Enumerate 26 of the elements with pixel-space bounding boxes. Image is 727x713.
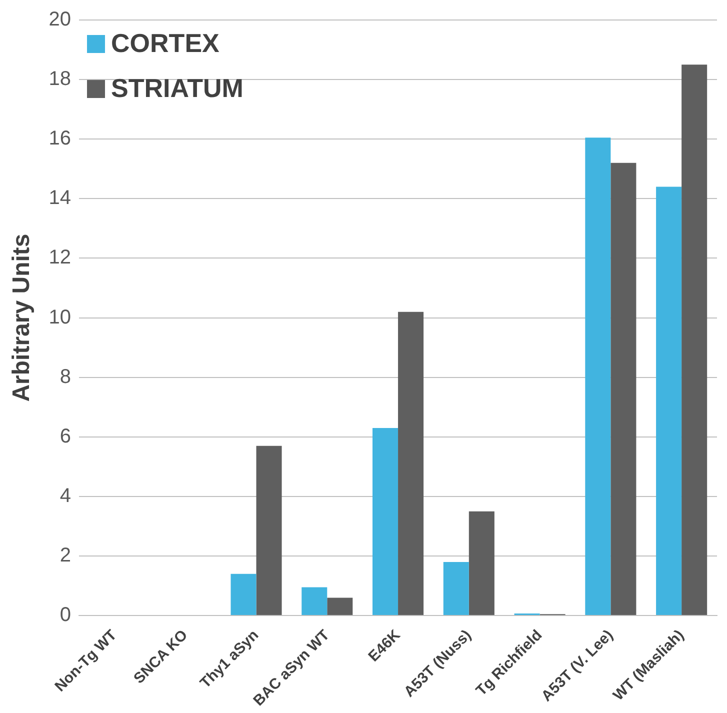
y-tick-label: 8 [60,366,72,388]
bar [398,312,424,616]
bar [682,64,708,616]
legend-label: CORTEX [111,28,220,59]
y-tick-label: 10 [48,306,72,328]
bar [656,186,682,616]
y-axis-title: Arbitrary Units [8,234,36,402]
legend-label: STRIATUM [111,73,244,104]
y-tick-label: 6 [60,425,72,448]
y-tick-label: 12 [48,246,72,269]
bar [230,574,256,616]
bar [610,162,636,616]
y-tick-label: 2 [60,544,72,567]
bar [256,446,282,616]
bar [443,562,469,616]
y-tick-label: 14 [48,187,72,210]
bar [372,428,398,616]
y-tick-label: 18 [48,68,72,90]
bar [468,511,494,616]
y-tick-label: 0 [60,604,72,626]
y-tick-label: 4 [60,484,72,507]
bar [327,598,353,616]
y-tick-label: 20 [48,8,72,31]
y-tick-label: 16 [48,128,72,150]
bar [302,587,328,616]
bar [585,138,611,616]
